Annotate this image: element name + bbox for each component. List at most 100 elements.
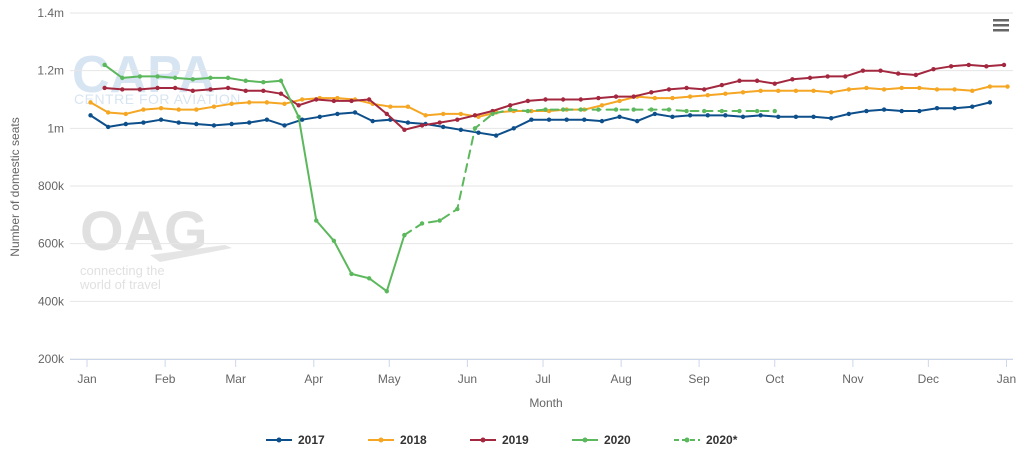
data-point[interactable] xyxy=(335,95,340,101)
data-point[interactable] xyxy=(631,107,636,112)
data-point[interactable] xyxy=(543,97,548,102)
data-point[interactable] xyxy=(599,103,605,108)
data-point[interactable] xyxy=(649,90,654,95)
data-point[interactable] xyxy=(525,108,531,114)
data-point[interactable] xyxy=(190,88,196,94)
data-point[interactable] xyxy=(684,108,689,114)
data-point[interactable] xyxy=(120,75,125,81)
data-point[interactable] xyxy=(458,127,464,132)
data-point[interactable] xyxy=(278,91,284,96)
data-point[interactable] xyxy=(790,77,795,82)
data-point[interactable] xyxy=(617,114,622,120)
data-point[interactable] xyxy=(370,118,375,124)
data-point[interactable] xyxy=(120,87,125,92)
data-point[interactable] xyxy=(261,80,266,85)
data-point[interactable] xyxy=(352,110,358,115)
data-point[interactable] xyxy=(719,108,725,114)
data-point[interactable] xyxy=(441,111,446,117)
series-2018[interactable] xyxy=(88,84,1010,120)
data-point[interactable] xyxy=(299,117,305,122)
data-point[interactable] xyxy=(317,114,322,120)
data-point[interactable] xyxy=(596,95,601,101)
legend-item-2018[interactable]: 2018 xyxy=(368,433,427,447)
data-point[interactable] xyxy=(596,107,601,112)
data-point[interactable] xyxy=(649,107,654,112)
data-point[interactable] xyxy=(402,232,407,238)
data-point[interactable] xyxy=(366,276,372,281)
data-point[interactable] xyxy=(811,88,816,94)
data-point[interactable] xyxy=(546,117,552,122)
data-point[interactable] xyxy=(899,108,904,114)
data-point[interactable] xyxy=(758,113,763,118)
data-point[interactable] xyxy=(384,289,389,294)
legend-item-2019[interactable]: 2019 xyxy=(470,433,529,447)
data-point[interactable] xyxy=(828,90,834,95)
data-point[interactable] xyxy=(264,100,270,105)
data-point[interactable] xyxy=(296,103,301,108)
data-point[interactable] xyxy=(508,103,513,108)
data-point[interactable] xyxy=(881,87,887,92)
data-point[interactable] xyxy=(684,85,689,91)
data-point[interactable] xyxy=(441,124,446,130)
data-point[interactable] xyxy=(719,82,725,88)
data-point[interactable] xyxy=(670,95,675,101)
data-point[interactable] xyxy=(776,88,781,94)
data-point[interactable] xyxy=(582,117,587,122)
data-point[interactable] xyxy=(754,108,760,114)
data-point[interactable] xyxy=(102,62,107,68)
data-point[interactable] xyxy=(331,238,337,243)
data-point[interactable] xyxy=(599,118,605,124)
data-point[interactable] xyxy=(123,121,128,127)
data-point[interactable] xyxy=(529,117,534,122)
data-point[interactable] xyxy=(702,108,707,114)
data-point[interactable] xyxy=(793,88,799,94)
data-point[interactable] xyxy=(754,78,760,83)
data-point[interactable] xyxy=(455,206,460,212)
series-line[interactable] xyxy=(403,108,776,236)
data-point[interactable] xyxy=(984,64,989,69)
data-point[interactable] xyxy=(388,104,393,109)
data-point[interactable] xyxy=(737,108,742,114)
data-point[interactable] xyxy=(670,114,675,120)
data-point[interactable] xyxy=(472,126,478,131)
data-point[interactable] xyxy=(702,87,707,92)
data-point[interactable] xyxy=(155,74,160,79)
data-point[interactable] xyxy=(687,94,693,99)
data-point[interactable] xyxy=(155,85,160,91)
data-point[interactable] xyxy=(758,88,763,94)
data-point[interactable] xyxy=(934,87,940,92)
data-point[interactable] xyxy=(917,85,922,91)
data-point[interactable] xyxy=(141,107,146,112)
data-point[interactable] xyxy=(864,85,869,91)
data-point[interactable] xyxy=(264,117,270,122)
data-point[interactable] xyxy=(423,113,428,118)
legend-item-2020[interactable]: 2020 xyxy=(572,433,631,447)
data-point[interactable] xyxy=(811,114,816,120)
series-2020*[interactable] xyxy=(402,107,777,238)
data-point[interactable] xyxy=(141,120,146,125)
data-point[interactable] xyxy=(105,110,111,115)
data-point[interactable] xyxy=(843,74,848,79)
data-point[interactable] xyxy=(631,94,636,99)
data-point[interactable] xyxy=(247,100,252,105)
data-point[interactable] xyxy=(934,105,940,111)
data-point[interactable] xyxy=(211,104,217,109)
hamburger-menu-icon[interactable] xyxy=(993,17,1009,33)
data-point[interactable] xyxy=(846,87,852,92)
data-point[interactable] xyxy=(864,108,869,114)
data-point[interactable] xyxy=(208,75,213,81)
data-point[interactable] xyxy=(825,74,830,79)
data-point[interactable] xyxy=(88,113,93,118)
series-line[interactable] xyxy=(103,63,406,293)
data-point[interactable] xyxy=(543,107,548,112)
data-point[interactable] xyxy=(952,87,957,92)
data-point[interactable] xyxy=(299,97,305,102)
data-point[interactable] xyxy=(137,87,143,92)
data-point[interactable] xyxy=(878,68,883,73)
data-point[interactable] xyxy=(158,117,164,122)
data-point[interactable] xyxy=(335,111,340,117)
data-point[interactable] xyxy=(970,88,975,94)
series-line[interactable] xyxy=(89,101,991,137)
data-point[interactable] xyxy=(931,67,936,72)
data-point[interactable] xyxy=(793,114,799,120)
